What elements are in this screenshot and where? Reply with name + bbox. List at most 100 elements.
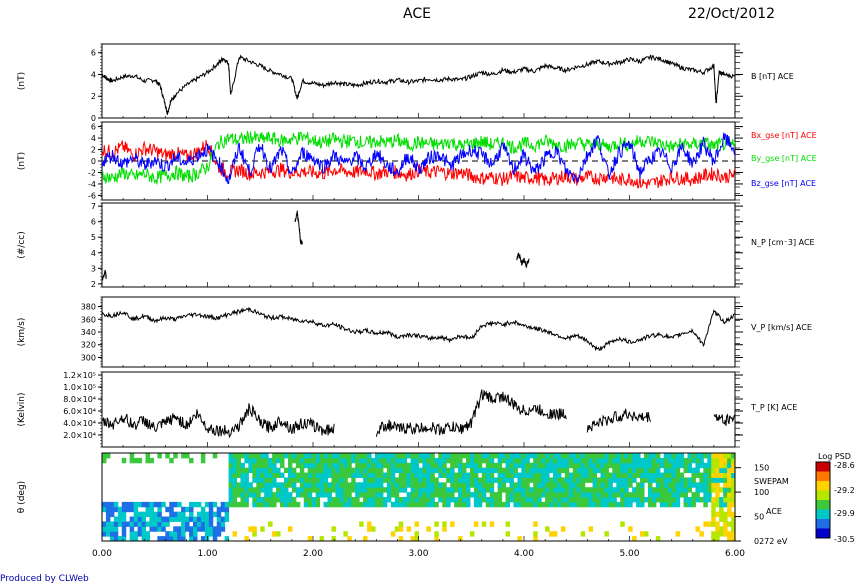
psd-cell <box>291 472 297 478</box>
theta-tick-label: 0272 eV <box>754 537 788 546</box>
psd-cell <box>596 467 601 474</box>
psd-cell <box>287 501 293 508</box>
psd-cell <box>260 453 265 459</box>
psd-cell <box>727 482 732 488</box>
psd-cell <box>663 501 669 508</box>
psd-cell <box>647 487 653 493</box>
psd-cell <box>580 453 586 459</box>
psd-cell <box>323 501 329 508</box>
psd-cell <box>418 482 423 488</box>
psd-cell <box>723 516 728 522</box>
psd-cell <box>525 453 530 459</box>
psd-cell <box>671 501 677 508</box>
psd-cell <box>489 462 495 469</box>
psd-cell <box>473 462 479 469</box>
psd-cell <box>509 492 514 498</box>
psd-cell <box>596 457 601 464</box>
psd-cell <box>592 472 598 478</box>
psd-cell <box>553 492 558 498</box>
psd-cell <box>438 482 443 488</box>
psd-cell <box>462 467 467 474</box>
psd-cell <box>485 477 491 483</box>
psd-cell <box>458 472 463 478</box>
psd-cell <box>687 501 692 508</box>
psd-cell <box>430 457 435 464</box>
psd-cell <box>113 516 119 522</box>
psd-cell <box>347 462 352 469</box>
psd-cell <box>683 501 689 508</box>
psd-cell <box>584 487 590 493</box>
psd-cell <box>280 492 285 498</box>
psd-cell <box>442 497 447 503</box>
psd-cell <box>129 516 135 522</box>
psd-cell <box>272 482 277 488</box>
psd-cell <box>339 467 344 474</box>
psd-cell <box>339 497 344 503</box>
psd-cell <box>731 462 736 469</box>
psd-cell <box>580 462 586 469</box>
psd-cell <box>719 477 724 483</box>
psd-cell <box>620 453 625 459</box>
psd-cell <box>367 453 372 459</box>
psd-cell <box>711 531 716 537</box>
psd-cell <box>248 487 253 493</box>
psd-cell <box>501 472 507 478</box>
psd-cell <box>644 467 649 474</box>
psd-cell <box>580 477 586 483</box>
psd-cell <box>200 511 206 518</box>
psd-cell <box>564 457 570 464</box>
psd-cell <box>173 511 178 518</box>
psd-cell <box>268 492 273 498</box>
psd-cell <box>545 487 550 493</box>
psd-cell <box>493 467 499 474</box>
psd-cell <box>537 462 542 469</box>
psd-cell <box>675 472 681 478</box>
psd-cell <box>438 497 443 503</box>
psd-cell <box>651 487 657 493</box>
psd-cell <box>228 487 234 493</box>
psd-cell <box>173 531 178 537</box>
psd-cell <box>228 467 234 474</box>
psd-cell <box>521 453 526 459</box>
psd-cell <box>659 482 665 488</box>
psd-cell <box>248 526 253 532</box>
psd-cell <box>715 472 720 478</box>
psd-cell <box>161 516 166 522</box>
psd-cell <box>133 511 139 518</box>
psd-cell <box>315 472 321 478</box>
y-axis-label: (Kelvin) <box>17 392 27 426</box>
psd-cell <box>339 477 344 483</box>
psd-cell <box>588 497 594 503</box>
psd-cell <box>426 501 431 508</box>
psd-cell <box>181 521 186 527</box>
psd-cell <box>406 497 412 503</box>
psd-cell <box>640 501 645 508</box>
psd-cell <box>236 492 241 498</box>
psd-cell <box>157 536 162 542</box>
psd-cell <box>244 487 249 493</box>
psd-cell <box>220 526 226 532</box>
psd-cell <box>647 482 653 488</box>
psd-cell <box>679 457 685 464</box>
psd-cell <box>481 521 487 527</box>
psd-cell <box>469 531 475 537</box>
psd-cell <box>224 501 230 508</box>
psd-cell <box>402 501 408 508</box>
psd-cell <box>264 492 269 498</box>
psd-cell <box>533 536 538 542</box>
psd-cell <box>335 462 340 469</box>
psd-cell <box>695 457 700 464</box>
psd-cell <box>477 477 483 483</box>
psd-cell <box>102 531 107 537</box>
psd-cell <box>564 492 570 498</box>
psd-cell <box>189 536 194 542</box>
psd-cell <box>232 501 238 508</box>
psd-cell <box>477 497 483 503</box>
psd-cell <box>473 482 479 488</box>
psd-cell <box>335 472 340 478</box>
psd-cell <box>347 467 352 474</box>
psd-cell <box>208 511 214 518</box>
psd-cell <box>442 501 447 508</box>
psd-cell <box>232 462 238 469</box>
psd-cell <box>513 492 518 498</box>
